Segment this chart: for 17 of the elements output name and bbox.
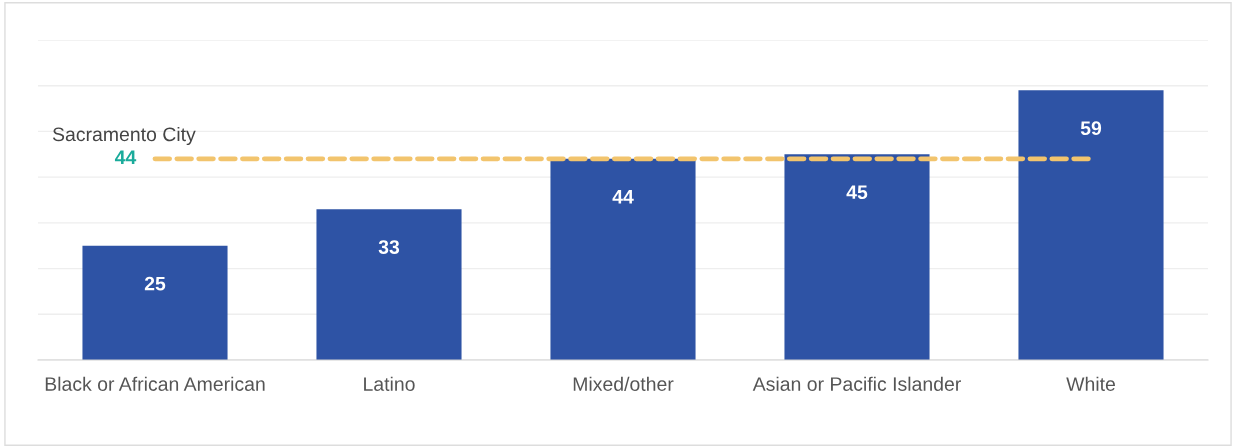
- data-label: 59: [1080, 121, 1102, 136]
- bar: [316, 209, 462, 360]
- bar: [550, 158, 696, 360]
- data-label: 44: [612, 190, 634, 204]
- data-label: 25: [144, 276, 166, 291]
- data-label: 33: [378, 240, 400, 254]
- bar: [784, 154, 930, 360]
- x-tick-label: Mixed/other: [573, 376, 674, 391]
- x-tick-label: Asian or Pacific Islander: [752, 376, 961, 391]
- bar: [1018, 90, 1164, 360]
- x-tick-label: Latino: [364, 376, 415, 391]
- bar: [82, 245, 228, 360]
- x-tick-label: Black or African American: [45, 376, 265, 391]
- x-tick-label: White: [1066, 376, 1115, 391]
- annotation: 44: [114, 150, 137, 164]
- data-label: 45: [846, 185, 868, 200]
- ref-line-label: Sacramento City: [52, 126, 196, 146]
